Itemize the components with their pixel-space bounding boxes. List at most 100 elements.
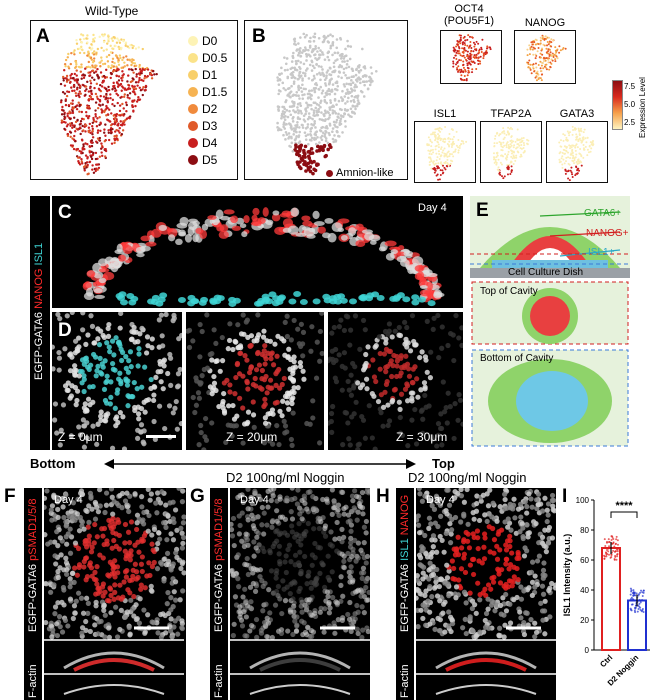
feature-point	[510, 160, 513, 163]
umap-point	[363, 83, 366, 87]
feature-point	[468, 58, 471, 61]
umap-point	[301, 126, 305, 129]
umap-point	[125, 55, 128, 58]
umap-point	[146, 74, 149, 78]
umap-point	[88, 150, 92, 153]
umap-point	[122, 95, 126, 99]
umap-point	[302, 62, 306, 66]
data-point	[613, 558, 616, 561]
feature-point	[539, 52, 542, 55]
feature-point	[468, 62, 471, 65]
umap-point	[355, 104, 359, 108]
umap-point	[141, 88, 144, 91]
umap-point	[107, 65, 110, 68]
feature-point	[437, 146, 440, 149]
umap-point	[297, 141, 301, 145]
feature-point	[434, 162, 437, 165]
feature-point	[442, 171, 445, 174]
legend-label: D0	[202, 33, 218, 48]
feature-point	[572, 144, 575, 147]
feature-point	[568, 134, 571, 137]
umap-point	[113, 36, 116, 39]
feature-point	[564, 160, 567, 163]
data-point	[605, 555, 608, 558]
umap-point	[340, 65, 343, 69]
feature-point	[548, 41, 551, 44]
umap-point	[91, 61, 95, 64]
umap-point	[323, 109, 327, 112]
umap-point	[117, 63, 121, 66]
feature-point	[440, 163, 443, 166]
feature-point	[505, 142, 508, 145]
umap-point	[303, 46, 307, 49]
axis-bottom-label: Bottom	[30, 456, 76, 471]
feature-point	[574, 146, 577, 149]
gene-label-nanog: NANOG	[524, 17, 566, 29]
feature-point	[444, 168, 447, 171]
feature-point	[571, 157, 574, 160]
feature-point	[570, 146, 573, 149]
feature-point	[457, 65, 460, 68]
panel-h-letter: H	[376, 486, 390, 507]
feature-point	[534, 57, 537, 60]
feature-point	[566, 139, 569, 142]
feature-point	[536, 50, 539, 53]
umap-point	[356, 99, 360, 102]
feature-point	[473, 54, 476, 57]
umap-point	[75, 74, 78, 77]
feature-point	[554, 60, 557, 63]
umap-point	[76, 47, 80, 51]
umap-point	[291, 66, 294, 70]
feature-point	[512, 163, 515, 166]
umap-point	[312, 35, 315, 39]
umap-point	[79, 70, 83, 73]
umap-point	[292, 109, 295, 112]
umap-point	[90, 89, 93, 93]
feature-point	[497, 166, 500, 169]
umap-point	[297, 74, 301, 77]
umap-point	[121, 129, 125, 132]
umap-point	[78, 104, 81, 108]
umap-point	[285, 57, 289, 60]
feature-point	[554, 49, 557, 52]
data-point	[615, 558, 618, 561]
umap-point	[104, 134, 107, 137]
umap-point	[100, 151, 103, 154]
feature-point	[542, 35, 545, 38]
umap-point	[337, 75, 340, 78]
umap-point	[120, 79, 124, 82]
umap-point	[335, 129, 339, 133]
umap-point	[359, 77, 362, 81]
umap-point	[80, 77, 83, 80]
umap-point	[329, 46, 332, 50]
umap-point	[128, 92, 132, 95]
umap-point	[101, 62, 105, 66]
umap-point	[127, 87, 130, 90]
umap-point	[105, 96, 108, 99]
umap-point	[69, 74, 72, 77]
umap-point	[351, 88, 354, 92]
umap-point	[346, 100, 349, 103]
umap-point	[64, 58, 68, 62]
umap-point	[126, 80, 129, 83]
amnion-point	[316, 162, 320, 167]
feature-point	[558, 158, 561, 161]
umap-point	[290, 84, 293, 88]
umap-point	[100, 142, 103, 145]
feature-point	[445, 154, 448, 157]
umap-point	[324, 84, 328, 87]
feature-point	[527, 66, 530, 69]
feature-point	[455, 63, 458, 66]
umap-point	[67, 104, 71, 107]
umap-point	[94, 101, 98, 104]
umap-point	[121, 70, 124, 73]
feature-point	[427, 136, 430, 139]
feature-point	[462, 142, 465, 145]
feature-point	[439, 147, 442, 150]
umap-point	[293, 76, 297, 80]
feature-point	[505, 133, 508, 136]
bar	[601, 547, 621, 651]
z-label-30: Z = 30μm	[396, 430, 448, 444]
feature-point	[567, 151, 570, 154]
umap-point	[293, 40, 297, 43]
